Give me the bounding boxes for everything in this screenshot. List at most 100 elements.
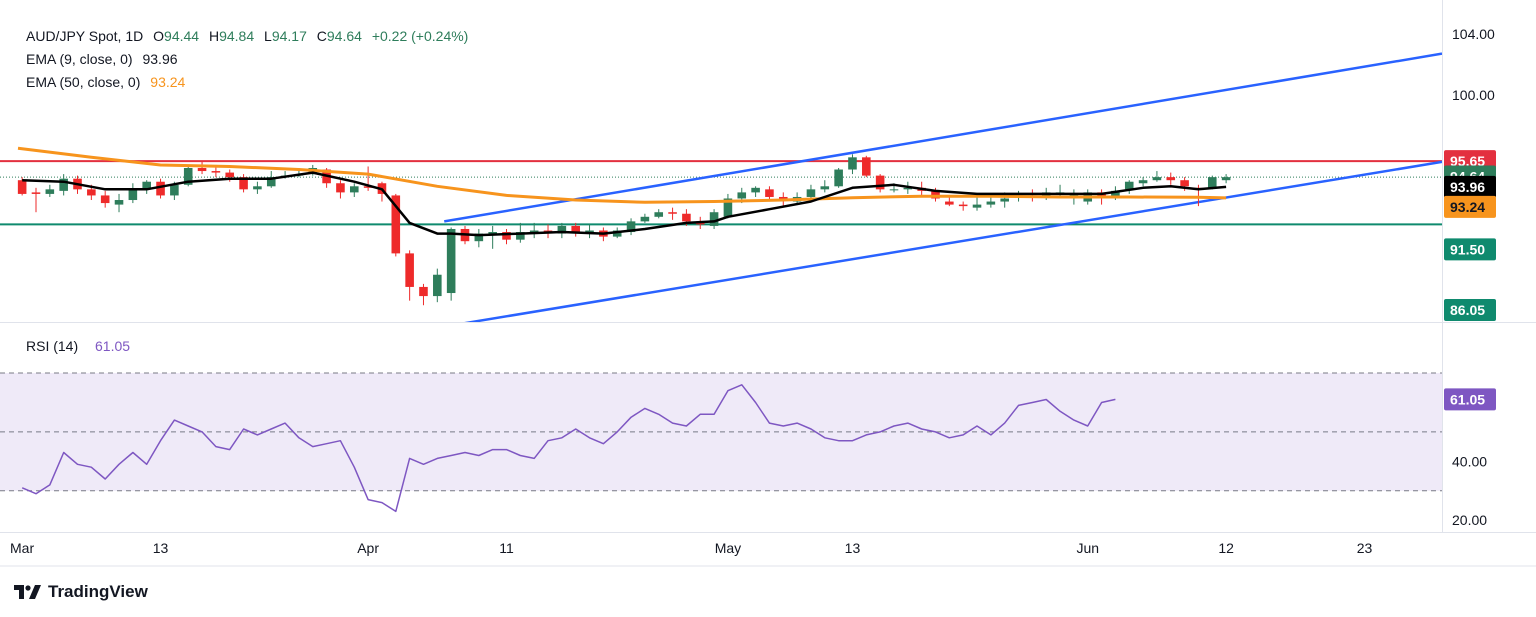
candle: [87, 189, 96, 196]
ema50-badge: [1444, 195, 1496, 218]
candle: [654, 212, 664, 217]
candle: [834, 169, 843, 187]
candle: [59, 178, 68, 191]
candle: [239, 177, 248, 190]
time-tick-label: Jun: [1076, 540, 1099, 556]
price-tick-label: 100.00: [1452, 87, 1495, 103]
candle: [626, 221, 636, 233]
support-badge: [1444, 238, 1496, 261]
rsi-badge-text: 61.05: [1450, 391, 1485, 407]
time-tick-label: 13: [153, 540, 169, 556]
symbol-label: AUD/JPY Spot, 1D: [26, 28, 144, 44]
candle: [958, 204, 968, 207]
support-badge-text: 91.50: [1450, 241, 1485, 257]
open-label: O: [153, 28, 165, 44]
ema50-value: 93.24: [150, 74, 186, 90]
low-label: L: [264, 28, 272, 44]
candle: [972, 204, 982, 208]
ema50-badge-text: 93.24: [1450, 199, 1485, 215]
candle: [986, 201, 996, 205]
channel-lower-line: [464, 160, 1442, 322]
price-pane: [0, 52, 1442, 322]
candle: [391, 195, 401, 254]
candle: [778, 196, 788, 201]
candle: [183, 168, 193, 185]
close-value: 94.64: [326, 28, 362, 44]
time-tick-label: 11: [499, 540, 514, 556]
ema50-label: EMA (50, close, 0): [26, 74, 141, 90]
candle: [31, 192, 41, 194]
candle: [419, 286, 428, 297]
candle: [142, 181, 151, 190]
candle: [931, 190, 940, 199]
time-tick-label: 13: [845, 540, 861, 556]
ema9-badge-text: 93.96: [1450, 179, 1485, 195]
rsi-badge: [1444, 388, 1496, 411]
candle: [640, 216, 650, 222]
ema50-line: [17, 146, 1227, 204]
rsi-value-text: 61.05: [95, 338, 130, 354]
candle: [336, 183, 345, 193]
candle: [197, 168, 207, 172]
ema9-line: [22, 171, 1227, 237]
candle: [529, 230, 539, 233]
ohlc-legend: AUD/JPY Spot, 1D O94.44 H94.84 L94.17 C9…: [26, 28, 474, 44]
close-label: C: [316, 28, 327, 44]
candle: [820, 186, 830, 190]
time-tick-label: Mar: [10, 540, 34, 556]
ema9-label: EMA (9, close, 0): [26, 51, 133, 67]
candle: [1124, 181, 1134, 190]
high-label: H: [208, 28, 220, 44]
candle: [156, 181, 165, 196]
time-tick-label: Apr: [357, 540, 379, 556]
rsi-line: [21, 384, 1116, 513]
high-value: 94.84: [219, 28, 255, 44]
candle: [1207, 177, 1217, 188]
candle: [433, 274, 442, 297]
change-value: +0.22 (+0.24%): [371, 28, 469, 44]
ema50-legend: EMA (50, close, 0) 93.24: [26, 74, 191, 90]
candle: [1097, 192, 1106, 199]
candle: [17, 180, 27, 194]
price-tick-label: 104.00: [1452, 26, 1495, 42]
candle: [612, 230, 622, 237]
candle: [211, 171, 221, 173]
candle: [170, 184, 179, 196]
candle: [806, 189, 816, 197]
axes: 104.00100.0086.0040.0020.0095.6594.6493.…: [0, 0, 1536, 567]
candle: [100, 195, 110, 204]
rsi-tick-label: 40.00: [1452, 453, 1487, 469]
candle: [889, 189, 899, 191]
candle: [45, 189, 55, 194]
time-tick-label: 12: [1218, 540, 1234, 556]
candle: [723, 198, 733, 217]
brand-name: TradingView: [48, 582, 148, 601]
candle: [682, 213, 691, 222]
candle: [446, 228, 456, 294]
candle: [1000, 198, 1009, 202]
candle: [903, 187, 913, 190]
ema9-badge: [1444, 175, 1496, 198]
rsi-pane: RSI (14) 61.05: [0, 338, 1442, 513]
candle: [945, 201, 954, 205]
candle: [516, 232, 525, 240]
resistance-badge-text: 95.65: [1450, 153, 1485, 169]
tradingview-logo[interactable]: TradingView: [14, 582, 148, 602]
ema9-legend: EMA (9, close, 0) 93.96: [26, 51, 184, 67]
low-value: 94.17: [271, 28, 307, 44]
candle: [1221, 177, 1231, 181]
candle: [266, 177, 276, 187]
candle: [405, 253, 414, 287]
candle: [848, 157, 857, 170]
channel-upper-line: [444, 52, 1442, 223]
bottom-badge-text: 86.05: [1450, 302, 1485, 318]
open-value: 94.44: [164, 28, 200, 44]
candle: [751, 187, 760, 193]
candle: [557, 225, 567, 234]
candle: [1180, 180, 1189, 187]
rsi-label: RSI (14): [26, 338, 78, 354]
candle: [128, 189, 138, 201]
time-tick-label: May: [715, 540, 741, 556]
candle: [571, 225, 580, 233]
candle: [114, 200, 124, 205]
